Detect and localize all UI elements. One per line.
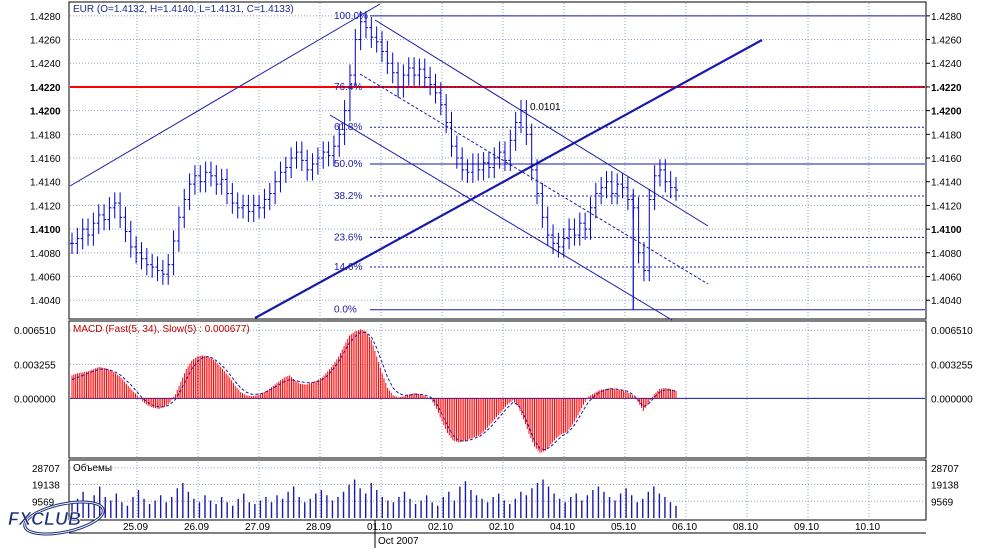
fibonacci-level-label: 14.6% xyxy=(334,262,362,273)
price-tick-label-left: 1.4080 xyxy=(30,249,61,260)
volume-tick-label-right: 19138 xyxy=(931,481,959,492)
volume-panel-title: Объемы xyxy=(73,462,112,474)
volume-tick-label-right: 9569 xyxy=(931,497,954,508)
volume-tick-label-left: 9569 xyxy=(32,497,55,508)
fibonacci-level-label: 61.8% xyxy=(334,122,362,133)
price-tick-label-right: 1.4200 xyxy=(931,107,962,118)
macd-tick-label-right: 0.000000 xyxy=(931,394,973,405)
price-tick-label-right: 1.4140 xyxy=(931,178,962,189)
trend-line xyxy=(254,39,763,319)
price-tick-label-left: 1.4180 xyxy=(30,130,61,141)
main-panel xyxy=(68,1,927,320)
price-tick-label-right: 1.4280 xyxy=(931,12,962,23)
macd-tick-label-right: 0.006510 xyxy=(931,326,973,337)
volume-panel xyxy=(68,459,927,521)
price-tick-label-left: 1.4140 xyxy=(30,178,61,189)
fibonacci-level-label: 100.0% xyxy=(334,11,368,22)
macd-tick-label-right: 0.003255 xyxy=(931,360,973,371)
macd-tick-label-left: 0.006510 xyxy=(14,326,56,337)
price-axis: 1.4280 1.4280 1.4260 1.4260 1.4240 1.4240 1.42… xyxy=(30,12,962,307)
time-tick-label: 09.10 xyxy=(794,522,819,533)
price-bars xyxy=(70,11,678,310)
price-tick-label-right: 1.4220 xyxy=(931,83,962,94)
price-tick-label-left: 1.4240 xyxy=(30,59,61,70)
channel-line-mid xyxy=(359,73,709,285)
time-tick-label: 01.10 xyxy=(367,522,392,533)
price-tick-label-left: 1.4040 xyxy=(30,296,61,307)
channel-line-bottom xyxy=(329,114,673,321)
macd-tick-label-left: 0.003255 xyxy=(14,360,56,371)
price-tick-label-left: 1.4200 xyxy=(30,107,61,118)
channel-line-top xyxy=(374,19,709,227)
price-tick-label-left: 1.4160 xyxy=(30,154,61,165)
price-tick-label-right: 1.4040 xyxy=(931,296,962,307)
fxclub-logo: FXCLUB xyxy=(8,500,105,536)
time-tick-label: 27.09 xyxy=(245,522,270,533)
price-tick-label-left: 1.4280 xyxy=(30,12,61,23)
time-tick-label: 26.09 xyxy=(184,522,209,533)
fibonacci-level-label: 76.4% xyxy=(334,82,362,93)
fibonacci-level-label: 50.0% xyxy=(334,159,362,170)
price-tick-label-right: 1.4180 xyxy=(931,130,962,141)
macd-panel-title: MACD (Fast(5, 34), Slow(5) : 0.000677) xyxy=(73,324,250,335)
fibonacci-level-label: 38.2% xyxy=(334,191,362,202)
price-tick-label-left: 1.4260 xyxy=(30,36,61,47)
price-panel-title: EUR (O=1.4132, H=1.4140, L=1.4131, C=1.4… xyxy=(73,4,294,15)
time-tick-label: 05.10 xyxy=(611,522,636,533)
volume-tick-label-left: 28707 xyxy=(32,464,60,475)
price-tick-label-right: 1.4100 xyxy=(931,225,962,236)
macd-signal-line xyxy=(71,331,677,451)
price-tick-label-right: 1.4260 xyxy=(931,36,962,47)
price-tick-label-right: 1.4240 xyxy=(931,59,962,70)
volume-tick-label-right: 28707 xyxy=(931,464,959,475)
volume-axis: 28707 28707 19138 19138 9569 9569 xyxy=(32,464,959,508)
volume-tick-label-left: 19138 xyxy=(32,481,60,492)
price-tick-label-right: 1.4060 xyxy=(931,273,962,284)
time-tick-label: 02.10 xyxy=(489,522,514,533)
month-caption: Oct 2007 xyxy=(378,536,419,547)
time-tick-label: 10.10 xyxy=(855,522,880,533)
annotation-value: 0.0101 xyxy=(530,102,561,113)
grid-lines xyxy=(70,3,925,519)
logo-text: FXCLUB xyxy=(8,509,81,529)
volume-bars xyxy=(71,479,677,518)
time-axis: 25.09 26.09 27.09 28.09 01.10 02.10 02.10 04.10… xyxy=(123,522,880,533)
time-tick-label: 08.10 xyxy=(733,522,758,533)
price-tick-label-left: 1.4220 xyxy=(30,83,61,94)
price-tick-label-right: 1.4080 xyxy=(931,249,962,260)
fibonacci-level-label: 0.0% xyxy=(334,305,357,316)
price-tick-label-left: 1.4060 xyxy=(30,273,61,284)
price-tick-label-left: 1.4120 xyxy=(30,201,61,212)
macd-histogram xyxy=(71,329,677,453)
price-tick-label-right: 1.4160 xyxy=(931,154,962,165)
time-tick-label: 25.09 xyxy=(123,522,148,533)
fibonacci-level-label: 23.6% xyxy=(334,232,362,243)
macd-axis: 0.006510 0.006510 0.003255 0.003255 0.000000… xyxy=(14,326,973,405)
time-tick-label: 06.10 xyxy=(672,522,697,533)
price-tick-label-left: 1.4100 xyxy=(30,225,61,236)
time-tick-label: 28.09 xyxy=(306,522,331,533)
time-tick-label: 02.10 xyxy=(428,522,453,533)
drawing-tools: 100.0% 76.4% 61.8% 50.0% 38.2% 23.6% 14.6% 0.0%… xyxy=(69,3,925,321)
price-tick-label-right: 1.4120 xyxy=(931,201,962,212)
macd-tick-label-left: 0.000000 xyxy=(14,394,56,405)
time-tick-label: 04.10 xyxy=(550,522,575,533)
channel-line-upper xyxy=(69,3,381,187)
